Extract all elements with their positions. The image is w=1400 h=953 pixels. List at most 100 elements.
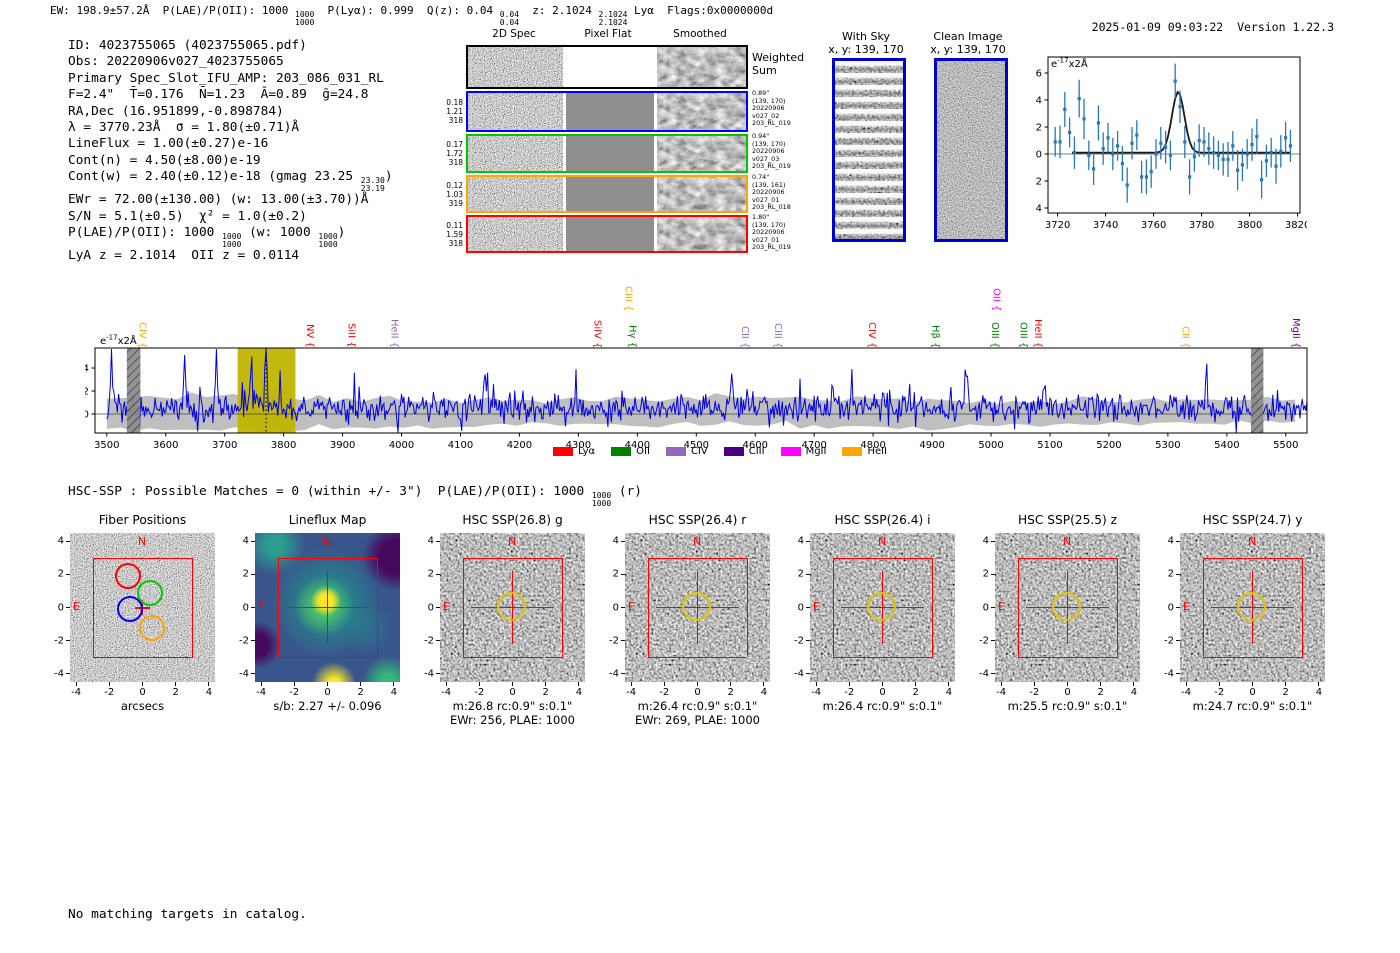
- x-tick-label: -4: [1181, 687, 1192, 698]
- svg-text:6: 6: [1036, 69, 1042, 80]
- y-tick-label: 4: [57, 535, 64, 547]
- spec2d-left-value: 1.72: [446, 149, 463, 158]
- line-fit-inset-chart: 3720 3740 3760 3780 3800 3820 -4 -2 0 2 4 6: [1035, 56, 1307, 231]
- info-line-8-text: Cont(w) = 2.40(±0.12)e-18 (gmag 23.25: [68, 169, 361, 185]
- svg-text:5500: 5500: [1273, 440, 1298, 451]
- info-line-11-frac-bottom: 1000: [222, 239, 242, 249]
- legend-swatch: [611, 447, 632, 456]
- y-tick-mark: [621, 540, 625, 542]
- x-tick-label: 2: [1097, 687, 1104, 698]
- spec2d-left-value: 1.21: [446, 107, 463, 116]
- spec2d-row-images: [468, 47, 746, 87]
- svg-text:4700: 4700: [801, 440, 826, 451]
- spec2d-left-value: 1.03: [446, 189, 463, 199]
- report-datetime: 2025-01-09 09:03:22: [1091, 20, 1224, 34]
- svg-text:4: 4: [1036, 96, 1042, 107]
- info-line-11-frac-top: 1000: [318, 232, 338, 242]
- y-tick-label: 0: [242, 602, 249, 613]
- compass-north: N: [878, 535, 887, 548]
- spec2d-row-right-labels: 1.80" (139, 170) 20220906 v027_01 203_RL_019: [752, 213, 791, 252]
- legend-label: HeII: [867, 446, 888, 457]
- x-tick-label: 4: [390, 687, 398, 698]
- x-tick-label: -4: [71, 687, 82, 698]
- spectrum-annotation-exponent: -17: [106, 334, 118, 342]
- field-square: [647, 557, 748, 658]
- header-stat-frac-bottom: 2.1024: [598, 17, 628, 27]
- x-tick-mark: [1000, 682, 1002, 686]
- x-tick-mark: [175, 682, 177, 686]
- spec2d-row-images: [468, 217, 746, 251]
- header-stat-frac-top: 2.1024: [598, 10, 628, 19]
- header-stat-frac-bottom: 1000: [295, 17, 315, 27]
- legend-label: CIII: [748, 446, 765, 457]
- spec2d-right-value: 0.89": [752, 89, 770, 97]
- spec2d-row-frame: [466, 45, 748, 89]
- y-tick-label: 2: [427, 568, 434, 580]
- legend-item: Lyα: [552, 446, 595, 457]
- header-stat-text: Lyα Flags:0x0000000d: [627, 4, 774, 17]
- x-tick-label: 4: [760, 687, 768, 698]
- line-marker-oiii: OIII {: [1017, 321, 1029, 348]
- field-square: [92, 557, 193, 658]
- legend-swatch: [723, 447, 744, 456]
- line-marker-oiii: OIII {: [989, 321, 1001, 348]
- y-tick-mark: [806, 640, 810, 642]
- aperture-circle: [1237, 592, 1266, 621]
- y-tick-mark: [251, 673, 255, 675]
- spec2d-right-value: 20220906: [752, 147, 785, 156]
- spec2d-right-value: (139, 170): [752, 139, 786, 148]
- y-tick-mark: [436, 573, 440, 575]
- line-marker-siii: SiII {: [345, 323, 357, 348]
- panel-title: HSC SSP(26.4) r: [648, 513, 747, 527]
- spec2d-pixelflat-image: [566, 47, 654, 87]
- info-line-9-text: EWr = 72.00(±130.00) (w: 13.00(±3.70))Å: [68, 192, 369, 208]
- y-tick-label: -4: [609, 668, 619, 680]
- svg-text:4200: 4200: [507, 440, 532, 451]
- y-tick-label: -4: [54, 668, 64, 680]
- x-tick-mark: [142, 682, 143, 686]
- match-line-text: HSC-SSP : Possible Matches = 0 (within +…: [68, 484, 592, 499]
- spectrum-flux-units-annotation: e-17x2Å: [100, 334, 137, 347]
- y-tick-mark: [1176, 540, 1180, 542]
- panel-title: HSC SSP(26.8) g: [462, 513, 563, 527]
- x-tick-mark: [882, 682, 883, 686]
- header-stat-fraction: 1000 1000: [295, 11, 314, 26]
- line-marker-heii: HeII {: [388, 318, 400, 348]
- x-tick-label: -2: [659, 687, 670, 698]
- svg-text:2: 2: [1036, 123, 1042, 134]
- compass-north: N: [323, 535, 332, 548]
- spec2d-right-value: 203_RL_019: [752, 119, 791, 128]
- compass-east: E: [998, 600, 1005, 613]
- fiber-circle: [136, 580, 163, 607]
- legend-swatch: [780, 447, 801, 456]
- legend-swatch: [842, 447, 863, 456]
- clean-image-title: Clean Image: [933, 30, 1003, 43]
- weighted-sum-line: Weighted: [752, 51, 805, 64]
- x-tick-mark: [1067, 682, 1068, 686]
- x-tick-label: -4: [256, 687, 267, 698]
- info-line-8-frac-top: 23.30: [360, 176, 385, 186]
- x-tick-label: 0: [139, 687, 146, 698]
- y-tick-label: 4: [797, 535, 804, 547]
- header-stat-text: EW: 198.9±57.2Å P(LAE)/P(OII): 1000: [50, 4, 296, 17]
- svg-text:5000: 5000: [978, 440, 1003, 451]
- weighted-sum-label: Weighted Sum: [752, 51, 804, 77]
- info-line-8: Cont(w) = 2.40(±0.12)e-18 (gmag 23.25 23…: [68, 169, 393, 192]
- legend-item: CIII: [723, 446, 765, 457]
- spec2d-2d-image: [468, 177, 563, 211]
- spec2d-col-header-smoothed: Smoothed: [673, 28, 727, 40]
- spec2d-row-images: [468, 177, 746, 211]
- spec2d-2d-image: [468, 93, 563, 130]
- y-tick-mark: [806, 607, 810, 608]
- y-tick-label: -2: [239, 635, 249, 647]
- y-tick-label: 4: [242, 535, 249, 547]
- x-tick-label: 2: [727, 687, 734, 698]
- field-square: [462, 557, 563, 658]
- info-line-6-text: LineFlux = 1.00(±0.27)e-16: [68, 136, 269, 152]
- compass-east: E: [73, 600, 80, 613]
- field-square: [277, 557, 378, 658]
- x-tick-mark: [697, 682, 698, 686]
- panel-mag-label: m:25.5 rc:0.9" s:0.1": [1007, 699, 1128, 713]
